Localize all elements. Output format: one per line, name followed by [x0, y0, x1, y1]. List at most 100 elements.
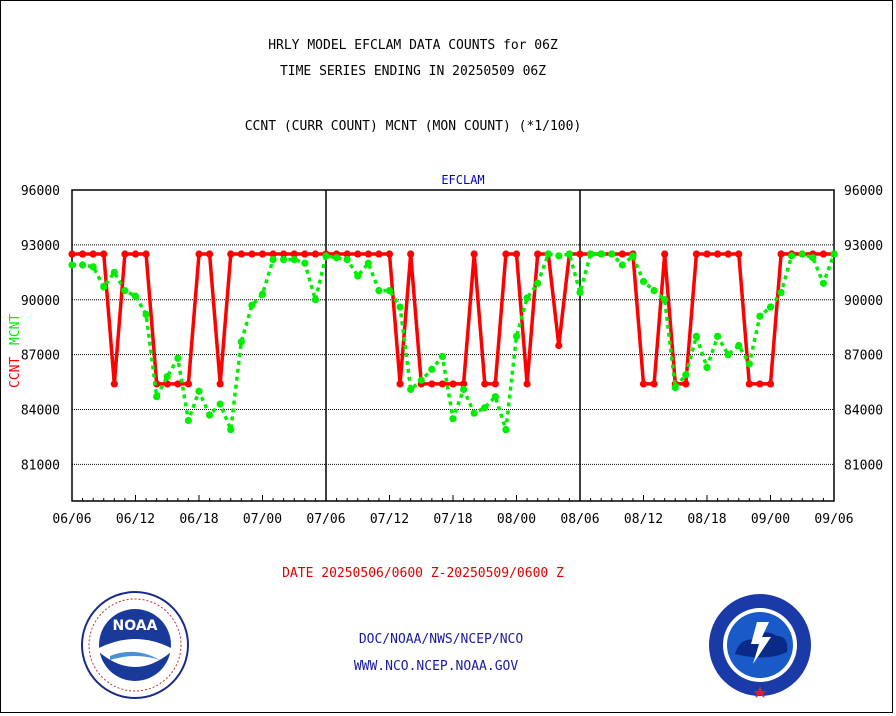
- point-mcnt: [174, 354, 182, 362]
- x-tick-label: 07/12: [370, 512, 409, 527]
- point-mcnt: [343, 255, 351, 264]
- point-mcnt: [248, 301, 256, 309]
- point-mcnt: [809, 254, 817, 262]
- point-ccnt: [502, 250, 510, 258]
- point-mcnt: [692, 332, 701, 340]
- point-ccnt: [110, 380, 118, 388]
- point-ccnt: [428, 380, 436, 388]
- point-mcnt: [301, 259, 309, 267]
- credit-line2: WWW.NCO.NCEP.NOAA.GOV: [353, 659, 519, 674]
- point-mcnt: [438, 352, 447, 361]
- point-ccnt: [576, 250, 584, 258]
- point-mcnt: [205, 411, 214, 419]
- point-mcnt: [650, 287, 658, 295]
- point-mcnt: [449, 415, 457, 423]
- point-ccnt: [449, 380, 457, 388]
- x-tick-label: 08/06: [560, 512, 599, 527]
- point-mcnt: [788, 252, 796, 260]
- point-mcnt: [68, 261, 76, 269]
- point-mcnt: [745, 360, 753, 368]
- point-ccnt: [121, 250, 129, 258]
- point-mcnt: [682, 371, 690, 379]
- point-ccnt: [184, 380, 193, 388]
- point-ccnt: [142, 250, 150, 258]
- point-ccnt: [713, 250, 722, 258]
- point-mcnt: [459, 385, 468, 394]
- point-mcnt: [777, 288, 785, 297]
- point-mcnt: [470, 409, 478, 417]
- point-ccnt: [237, 250, 245, 258]
- point-mcnt: [597, 250, 605, 258]
- point-ccnt: [766, 380, 775, 388]
- point-mcnt: [830, 250, 838, 258]
- point-ccnt: [512, 250, 521, 258]
- y-tick-label-right: 87000: [844, 349, 883, 364]
- y-tick-label-left: 84000: [21, 404, 60, 419]
- chart-title-line1: HRLY MODEL EFCLAM DATA COUNTS for 06Z: [268, 38, 558, 53]
- point-mcnt: [396, 303, 404, 311]
- point-mcnt: [491, 393, 499, 401]
- point-ccnt: [692, 250, 701, 258]
- point-mcnt: [428, 365, 436, 373]
- point-ccnt: [650, 380, 658, 388]
- point-mcnt: [385, 287, 394, 295]
- point-mcnt: [639, 277, 648, 286]
- point-ccnt: [777, 250, 785, 258]
- point-mcnt: [258, 290, 267, 298]
- point-mcnt: [735, 341, 743, 350]
- point-ccnt: [311, 250, 320, 258]
- point-mcnt: [766, 303, 775, 311]
- point-mcnt: [576, 288, 584, 297]
- y-tick-label-right: 93000: [844, 239, 883, 254]
- x-tick-label: 08/12: [624, 512, 663, 527]
- point-ccnt: [703, 250, 711, 258]
- point-mcnt: [798, 250, 806, 258]
- point-ccnt: [269, 250, 277, 258]
- point-ccnt: [248, 250, 256, 258]
- point-ccnt: [396, 380, 404, 388]
- point-mcnt: [131, 292, 140, 300]
- point-mcnt: [544, 250, 552, 258]
- point-ccnt: [205, 250, 214, 258]
- nws-logo: [709, 594, 811, 698]
- series-line-ccnt: [72, 252, 834, 386]
- panel-label: EFCLAM: [441, 173, 484, 187]
- chart-subtitle: CCNT (CURR COUNT) MCNT (MON COUNT) (*1/1…: [244, 119, 582, 134]
- point-ccnt: [343, 250, 351, 258]
- y-tick-label-left: 96000: [21, 184, 60, 199]
- point-mcnt: [311, 296, 320, 304]
- point-ccnt: [280, 250, 288, 258]
- x-tick-label: 08/18: [687, 512, 726, 527]
- point-ccnt: [78, 250, 87, 258]
- point-mcnt: [184, 416, 193, 425]
- x-tick-label: 08/00: [497, 512, 536, 527]
- point-mcnt: [163, 373, 171, 381]
- point-ccnt: [290, 250, 298, 258]
- x-tick-label: 06/06: [52, 512, 91, 527]
- point-mcnt: [269, 255, 277, 264]
- point-mcnt: [332, 254, 341, 262]
- axis-labels: 96000 96000 93000 93000 90000 90000 87000 87000…: [8, 173, 883, 527]
- point-ccnt: [227, 250, 235, 258]
- x-tick-label: 07/18: [433, 512, 472, 527]
- point-ccnt: [724, 250, 732, 258]
- series-line-mcnt: [72, 252, 836, 432]
- noaa-logo: NOAA: [81, 591, 189, 699]
- point-mcnt: [89, 263, 97, 271]
- x-tick-label: 06/12: [116, 512, 155, 527]
- point-ccnt: [354, 250, 362, 258]
- point-mcnt: [819, 279, 828, 287]
- point-mcnt: [756, 312, 764, 320]
- point-mcnt: [290, 255, 298, 264]
- x-tick-label: 09/00: [751, 512, 790, 527]
- point-mcnt: [618, 261, 626, 269]
- point-ccnt: [407, 250, 415, 258]
- point-mcnt: [216, 400, 224, 408]
- point-mcnt: [142, 310, 150, 318]
- point-mcnt: [375, 287, 383, 295]
- y-axis-label-mcnt: MCNT: [8, 314, 23, 345]
- point-ccnt: [438, 380, 447, 388]
- point-mcnt: [534, 279, 542, 287]
- point-mcnt: [586, 250, 595, 258]
